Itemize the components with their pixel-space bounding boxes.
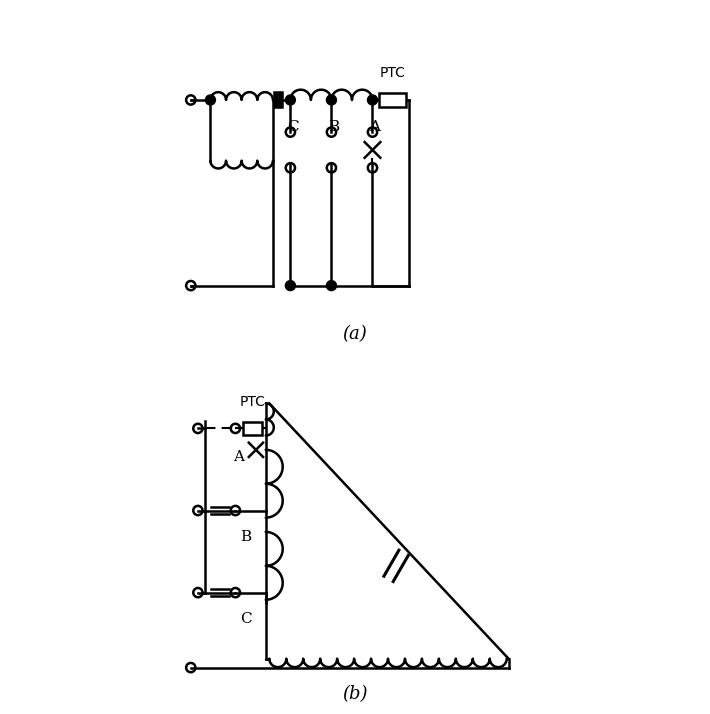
Circle shape [368, 95, 378, 105]
Circle shape [327, 281, 337, 291]
Text: A: A [368, 119, 380, 134]
Bar [243, 421, 262, 435]
Text: C: C [240, 612, 252, 626]
Text: C: C [288, 119, 299, 134]
Circle shape [285, 95, 295, 105]
Bar [379, 94, 405, 107]
Text: PTC: PTC [379, 66, 405, 81]
Text: PTC: PTC [239, 395, 266, 408]
Text: B: B [327, 119, 339, 134]
Text: B: B [241, 530, 251, 544]
Circle shape [205, 95, 215, 105]
Text: (b): (b) [342, 685, 368, 703]
Circle shape [327, 95, 337, 105]
Circle shape [285, 281, 295, 291]
Text: (a): (a) [343, 325, 367, 343]
Text: A: A [234, 450, 244, 464]
